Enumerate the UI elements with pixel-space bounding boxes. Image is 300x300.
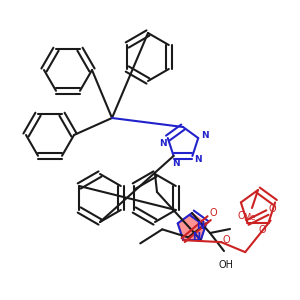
Text: N: N (195, 155, 202, 164)
Text: N: N (159, 139, 166, 148)
Text: N: N (196, 221, 204, 231)
Text: N: N (172, 159, 179, 168)
Text: O: O (259, 225, 266, 235)
Text: O: O (268, 204, 276, 214)
Text: O: O (238, 211, 245, 220)
Text: O: O (222, 235, 230, 245)
Polygon shape (178, 213, 206, 240)
Text: N: N (192, 232, 200, 242)
Text: O: O (209, 208, 217, 218)
Text: N: N (201, 130, 209, 140)
Text: Me: Me (243, 212, 255, 221)
Text: OH: OH (218, 260, 233, 270)
